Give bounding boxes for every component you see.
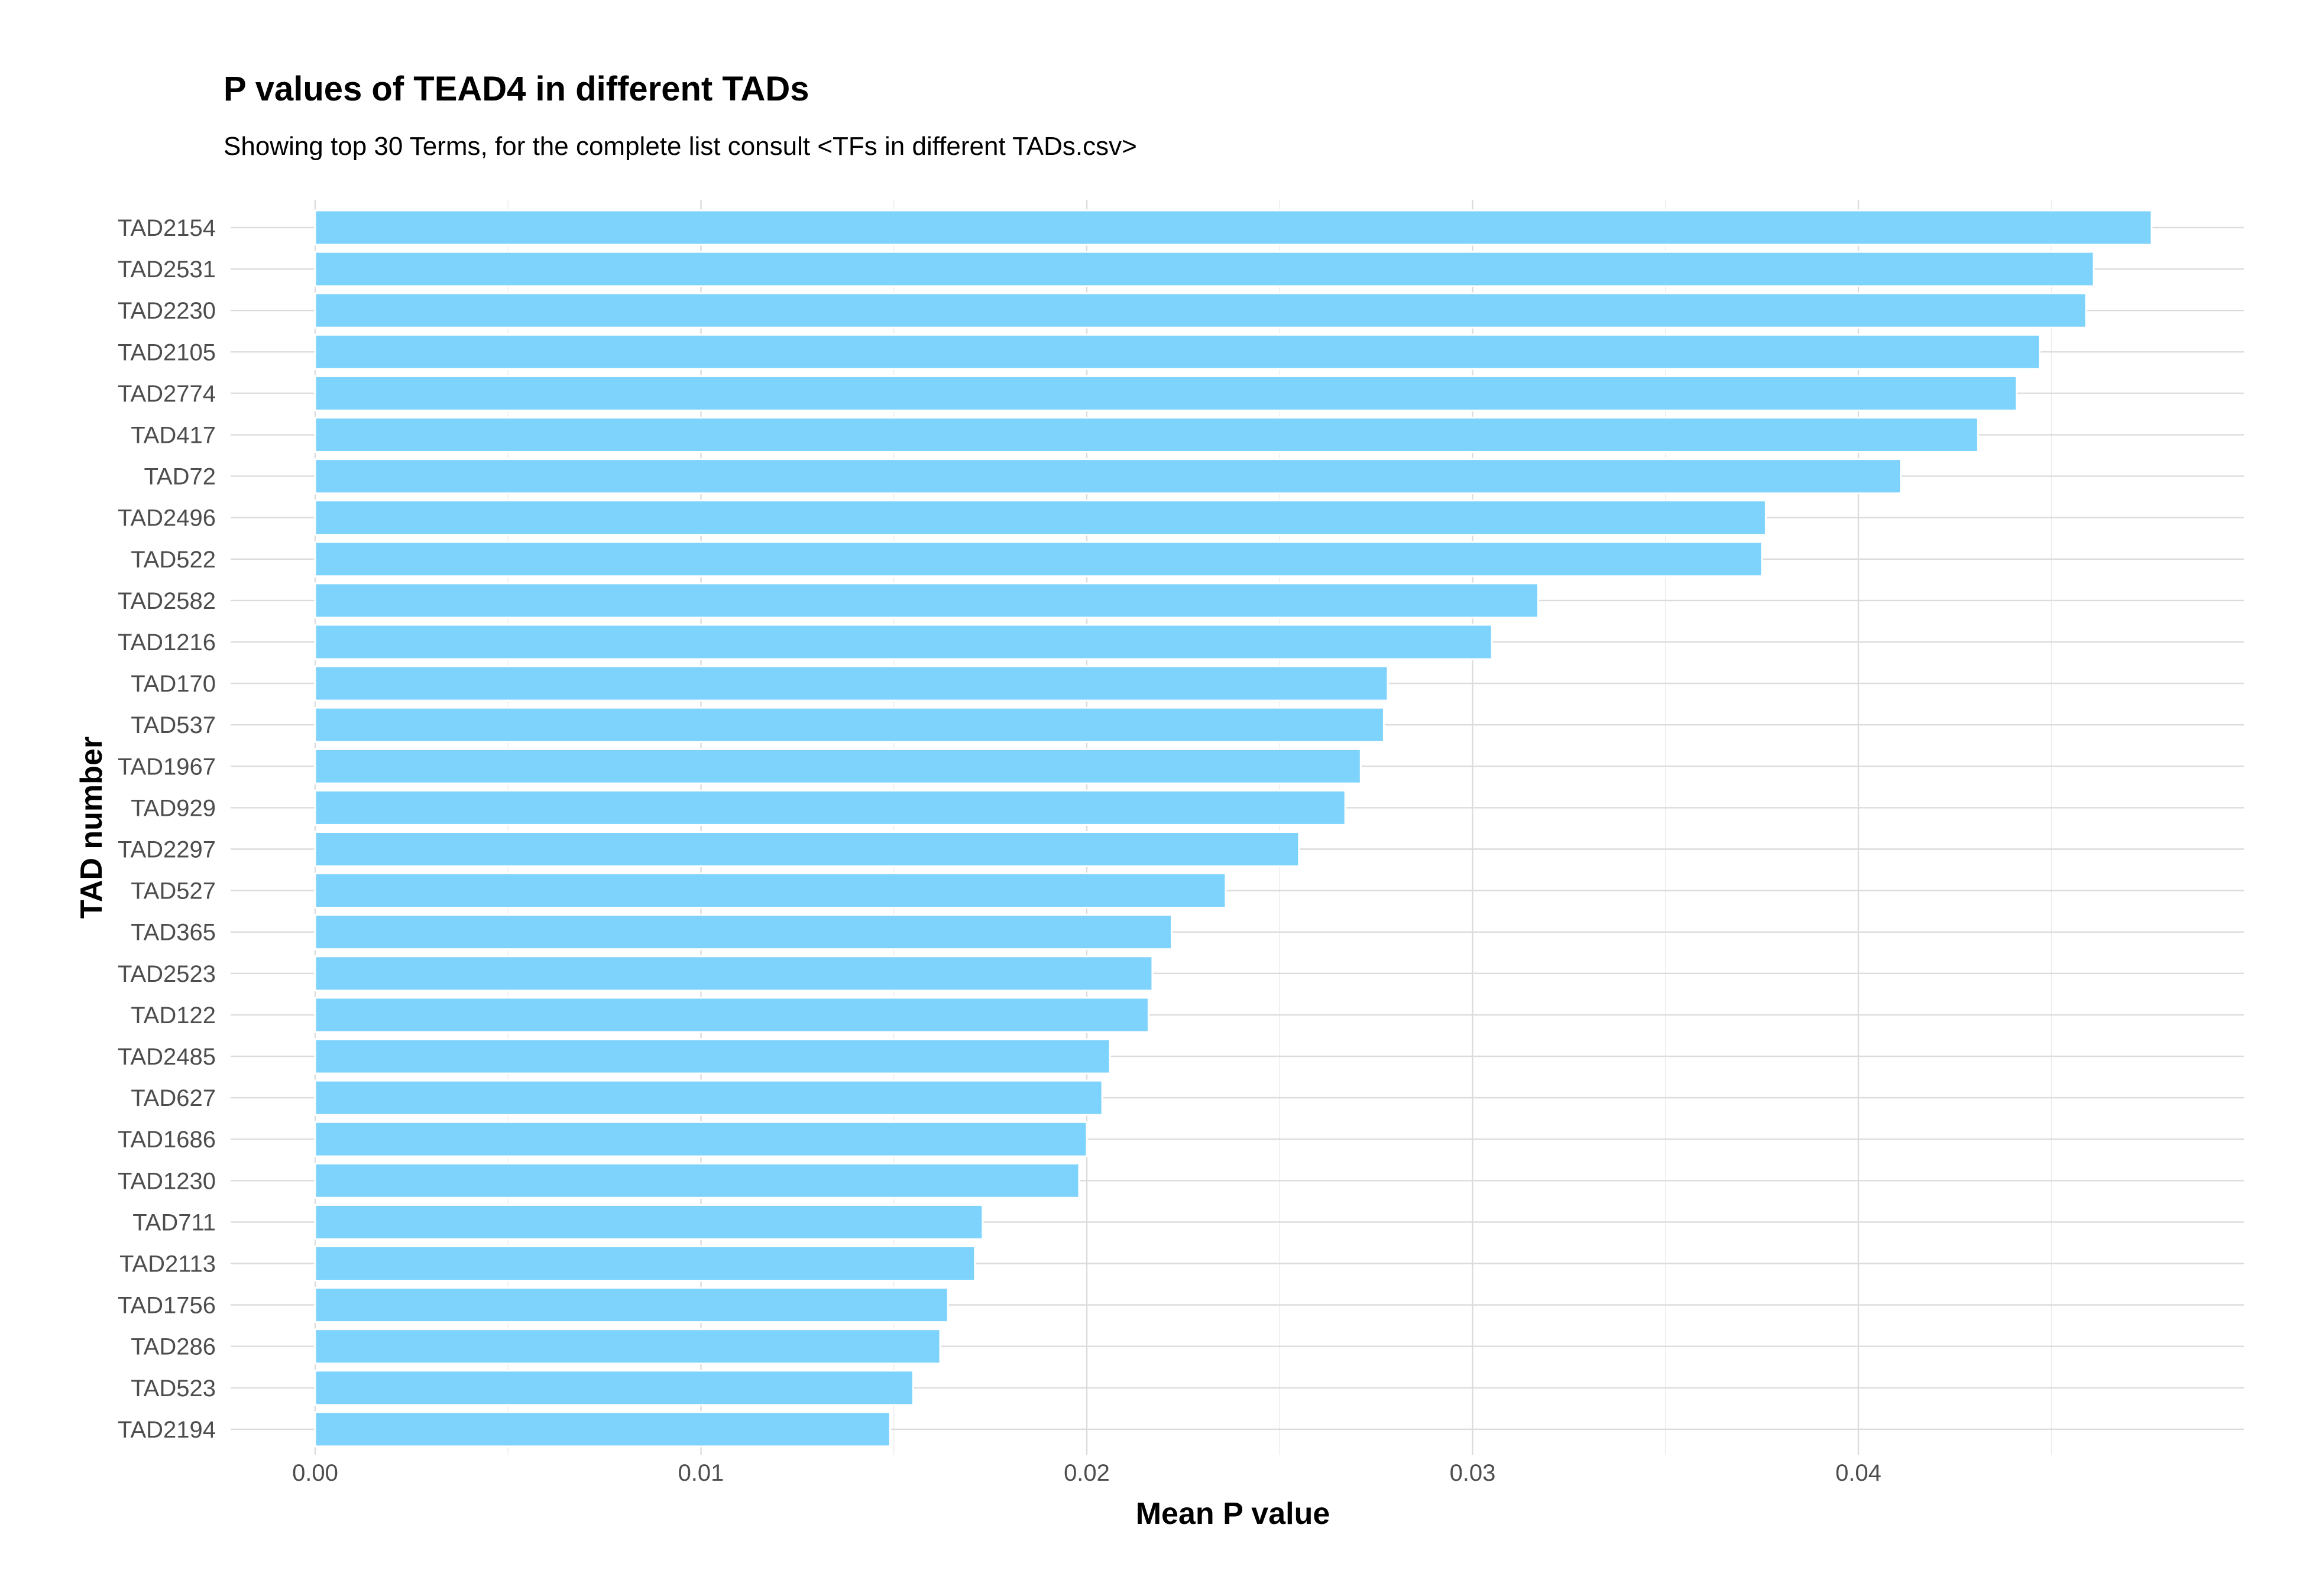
- bars: [314, 209, 2153, 1448]
- y-tick-label: TAD286: [131, 1334, 216, 1360]
- y-tick-label: TAD2531: [118, 257, 216, 283]
- y-tick-label: TAD1686: [118, 1127, 216, 1153]
- y-tick-label: TAD711: [132, 1209, 216, 1235]
- bar-tad365: [314, 914, 1173, 951]
- y-tick-label: TAD1230: [118, 1168, 216, 1194]
- x-tick-labels: 0.00 0.01 0.02 0.03 0.04: [292, 1460, 1881, 1486]
- bar-tad2154: [314, 209, 2153, 246]
- bar-tad711: [314, 1204, 984, 1240]
- y-tick-label: TAD627: [131, 1085, 216, 1111]
- y-tick-label: TAD522: [131, 547, 216, 573]
- y-axis-title: TAD number: [75, 737, 109, 919]
- y-tick-label: TAD2774: [118, 381, 216, 407]
- y-tick-label: TAD2582: [118, 588, 216, 614]
- bar-tad2105: [314, 333, 2041, 370]
- x-tick-label: 0.00: [292, 1460, 338, 1486]
- bar-tad286: [314, 1328, 941, 1365]
- y-tick-label: TAD1967: [118, 754, 216, 780]
- y-tick-label: TAD2230: [118, 298, 216, 324]
- bar-tad72: [314, 458, 1902, 495]
- bar-tad537: [314, 706, 1385, 743]
- y-tick-label: TAD2523: [118, 961, 216, 987]
- bar-tad2485: [314, 1038, 1111, 1075]
- bar-tad1216: [314, 624, 1493, 660]
- bar-tad929: [314, 789, 1346, 826]
- bar-tad122: [314, 997, 1149, 1033]
- bar-tad1230: [314, 1162, 1080, 1199]
- bar-tad522: [314, 541, 1763, 578]
- y-tick-label: TAD2485: [118, 1044, 216, 1070]
- y-tick-label: TAD2194: [118, 1417, 216, 1443]
- y-tick-label: TAD417: [131, 423, 216, 449]
- y-tick-label: TAD2113: [119, 1251, 216, 1277]
- y-tick-label: TAD1756: [118, 1293, 216, 1319]
- y-tick-label: TAD523: [131, 1376, 216, 1402]
- y-tick-label: TAD170: [131, 671, 216, 697]
- x-tick-label: 0.02: [1064, 1460, 1110, 1486]
- y-tick-label: TAD1216: [118, 630, 216, 656]
- x-tick-label: 0.01: [678, 1460, 724, 1486]
- y-tick-label: TAD929: [131, 795, 216, 821]
- bar-tad2194: [314, 1411, 891, 1448]
- bar-tad2113: [314, 1245, 976, 1282]
- bar-tad627: [314, 1079, 1103, 1116]
- bar-tad527: [314, 872, 1227, 909]
- chart-title: P values of TEAD4 in different TADs: [224, 70, 809, 108]
- chart-subtitle: Showing top 30 Terms, for the complete l…: [224, 132, 1137, 161]
- bar-tad1686: [314, 1121, 1088, 1157]
- y-tick-labels: TAD2154 TAD2531 TAD2230 TAD2105 TAD2774 TAD41…: [118, 215, 216, 1443]
- bar-tad523: [314, 1370, 914, 1406]
- y-tick-label: TAD72: [144, 464, 216, 490]
- y-tick-label: TAD2105: [118, 339, 216, 365]
- y-tick-label: TAD2297: [118, 837, 216, 863]
- bar-tad170: [314, 665, 1389, 702]
- bar-tad2523: [314, 955, 1154, 992]
- x-tick-label: 0.03: [1450, 1460, 1496, 1486]
- bar-tad2297: [314, 831, 1300, 867]
- y-tick-label: TAD2496: [118, 505, 216, 531]
- y-tick-label: TAD537: [131, 712, 216, 738]
- bar-tad2582: [314, 582, 1539, 619]
- y-tick-label: TAD365: [131, 920, 216, 946]
- bar-tad2774: [314, 375, 2018, 411]
- bar-tad417: [314, 417, 1979, 453]
- bar-tad1967: [314, 748, 1362, 784]
- x-tick-label: 0.04: [1835, 1460, 1881, 1486]
- y-tick-label: TAD122: [131, 1003, 216, 1029]
- bar-tad2531: [314, 251, 2095, 287]
- x-axis-title: Mean P value: [1136, 1497, 1330, 1531]
- y-tick-label: TAD2154: [118, 215, 216, 241]
- bar-tad1756: [314, 1287, 949, 1323]
- bar-tad2230: [314, 292, 2087, 329]
- y-tick-label: TAD527: [131, 878, 216, 904]
- bar-tad2496: [314, 499, 1767, 536]
